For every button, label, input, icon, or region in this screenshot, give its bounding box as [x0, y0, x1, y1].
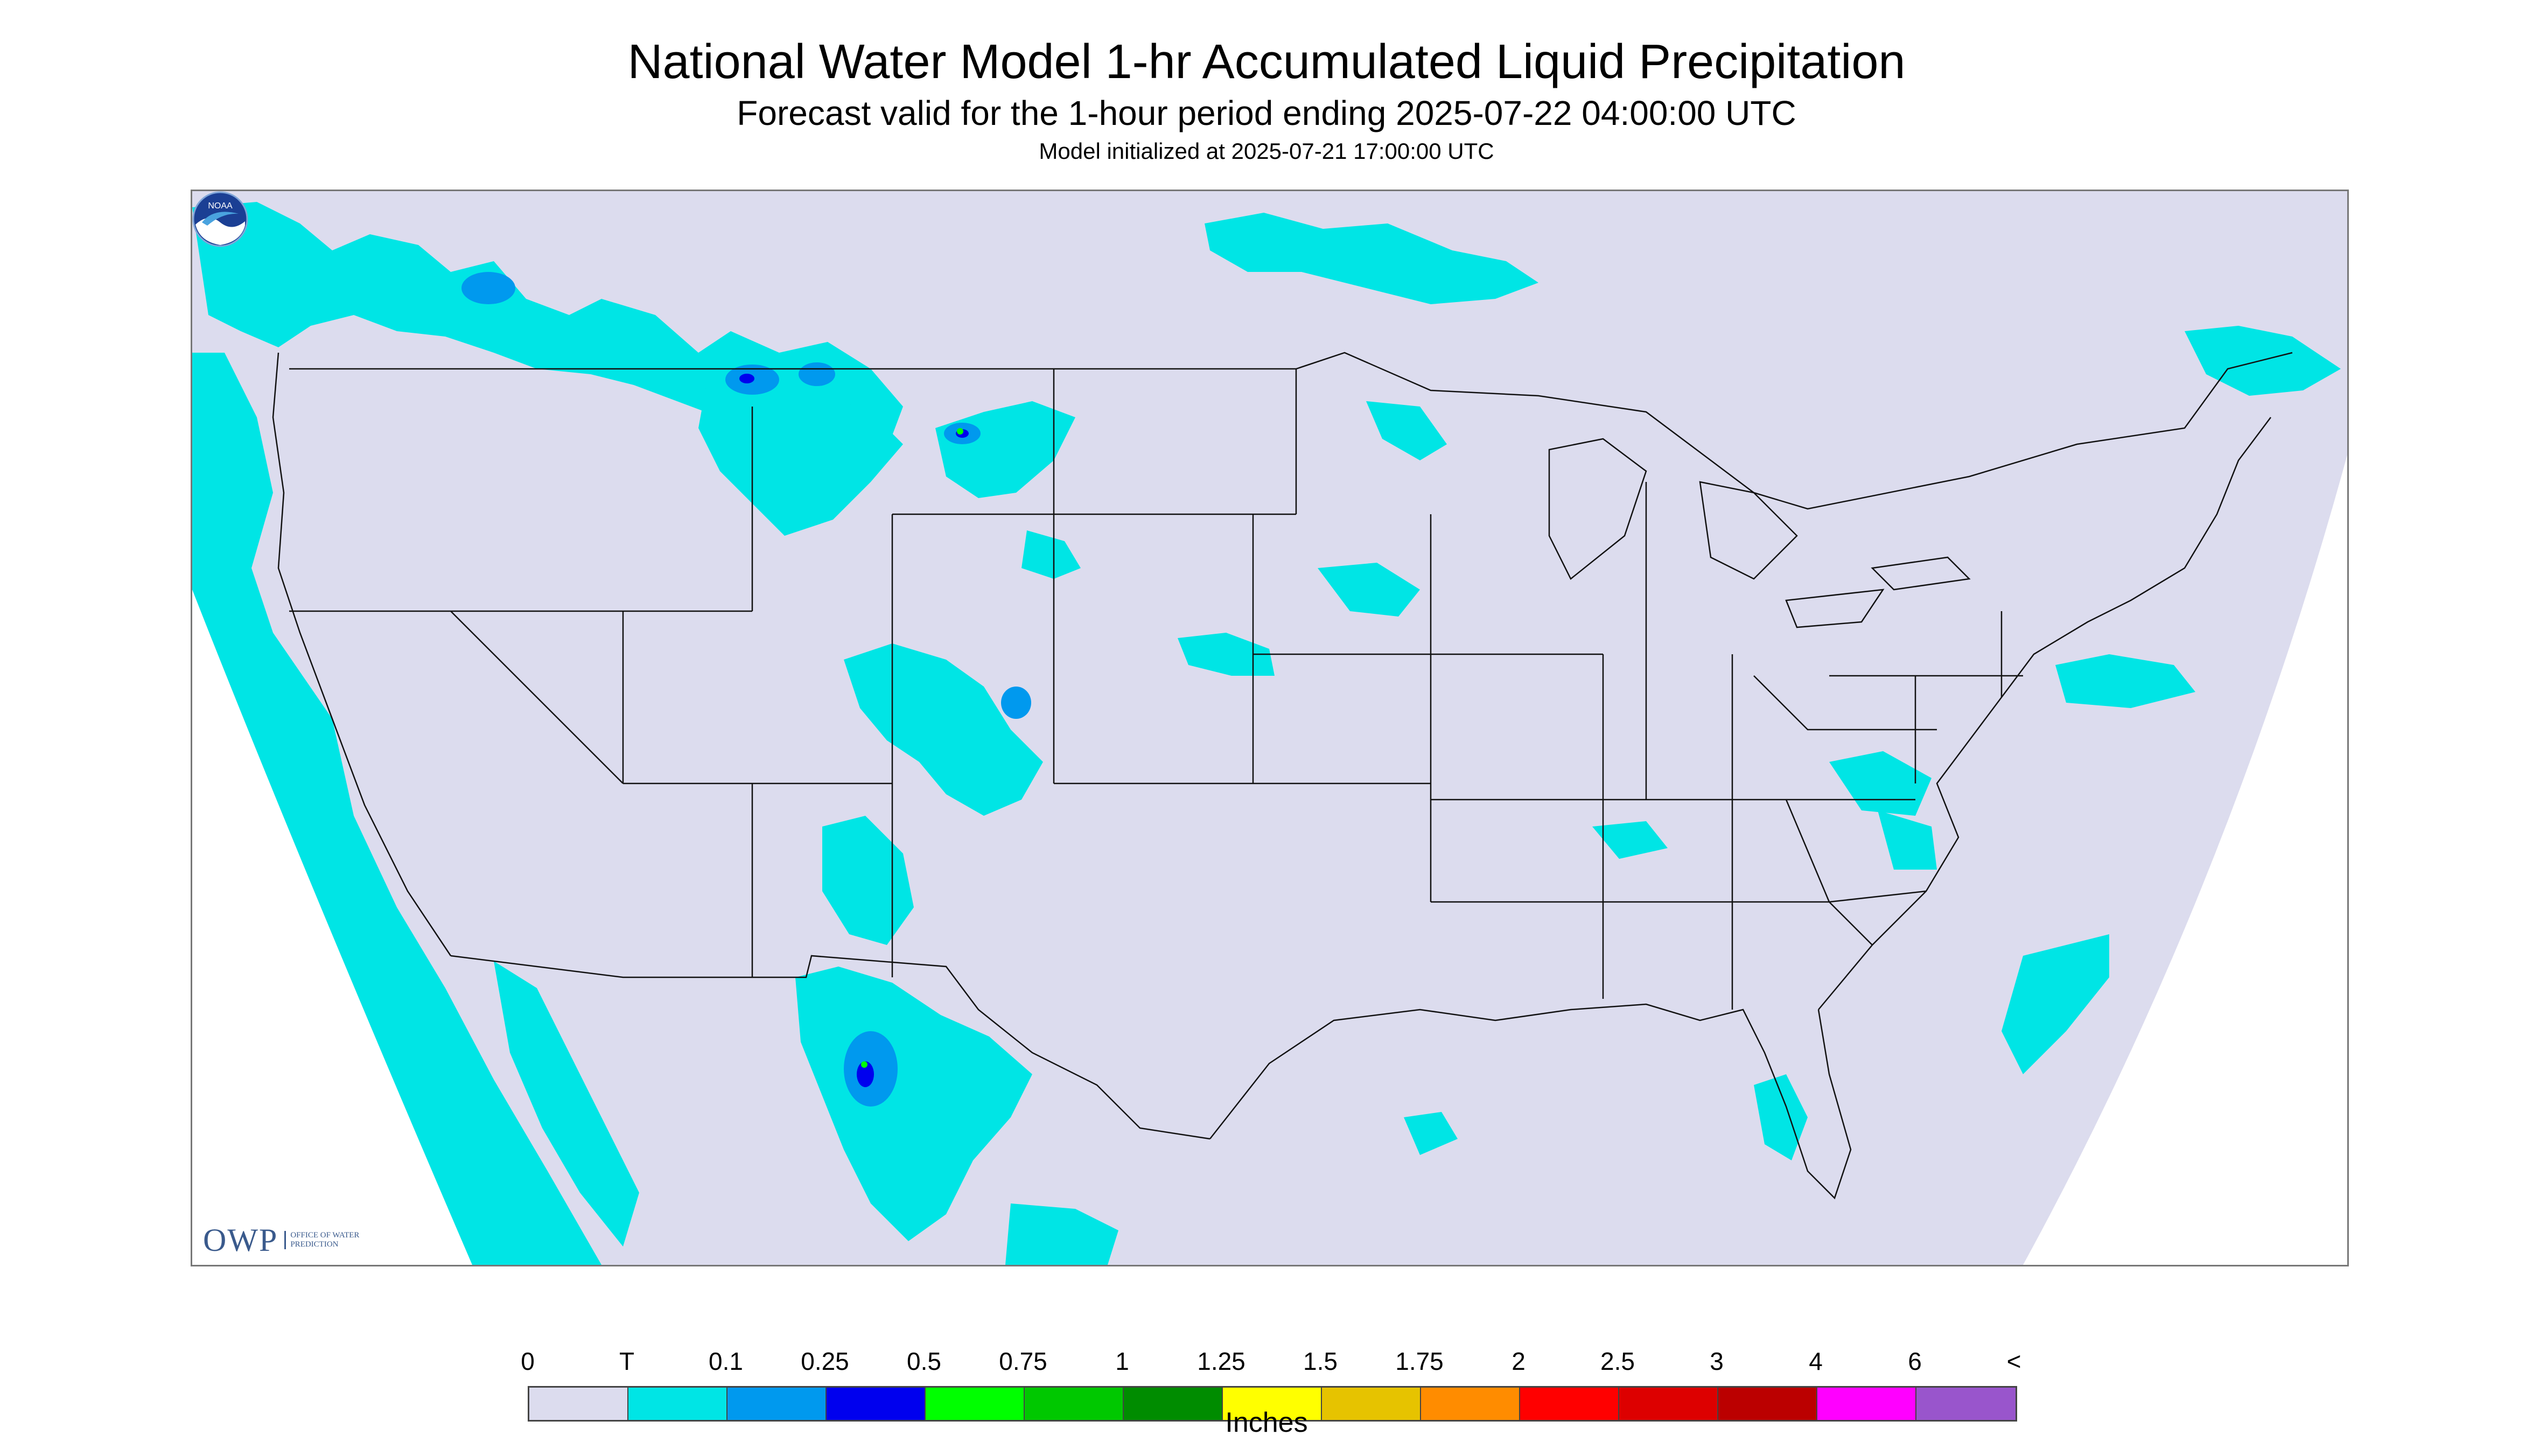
legend-swatch: [1817, 1388, 1916, 1420]
legend-tick-label: 1.25: [1197, 1347, 1245, 1375]
legend-tick-label: <: [2006, 1347, 2021, 1375]
legend-tick-label: 3: [1710, 1347, 1724, 1375]
precip-atlantic: [2055, 654, 2195, 708]
precip-sierra-madre: [795, 967, 1032, 1241]
legend-swatch: [926, 1388, 1025, 1420]
precip-gulf: [1404, 1112, 1458, 1155]
legend-swatch: [1223, 1388, 1322, 1420]
legend-tick-label: 0.1: [709, 1347, 743, 1375]
legend-tick-label: 1.5: [1303, 1347, 1338, 1375]
forecast-valid-subtitle: Forecast valid for the 1-hour period end…: [737, 94, 1796, 132]
legend-swatch: [628, 1388, 727, 1420]
precipitation-map: OWP Office of Water Prediction NOAA: [191, 190, 2349, 1266]
precip-max-dakota: [957, 428, 963, 435]
precip-ontario: [1205, 213, 1538, 304]
owp-logo-text: Office of Water Prediction: [284, 1231, 371, 1249]
precip-iowa: [1318, 563, 1420, 617]
legend-tick-label: 0.25: [801, 1347, 849, 1375]
map-title: National Water Model 1-hr Accumulated Li…: [627, 35, 1906, 89]
legend-tick-label: 0.5: [907, 1347, 941, 1375]
precip-peak-montana: [739, 374, 754, 383]
legend-tick-label: 6: [1908, 1347, 1922, 1375]
precip-peak-mexico: [857, 1061, 874, 1087]
legend-swatch: [1124, 1388, 1223, 1420]
precip-core-colorado: [1001, 687, 1031, 719]
legend-tick-label: 2: [1512, 1347, 1526, 1375]
legend-swatch: [529, 1388, 628, 1420]
precip-nebraska: [1178, 633, 1275, 676]
legend-tick-label: 1.75: [1395, 1347, 1444, 1375]
us-mexico-border: [450, 955, 1210, 1140]
legend-swatch: [1916, 1388, 2016, 1420]
precip-core-idaho: [799, 362, 835, 386]
precip-carolina: [1878, 810, 1937, 870]
legend-tick-label: 0.75: [999, 1347, 1047, 1375]
us-west-coast: [272, 352, 452, 956]
noaa-logo-bird: [202, 212, 239, 226]
precip-core-canada: [461, 272, 515, 304]
legend-colorbar: [528, 1386, 2017, 1422]
noaa-logo: NOAA: [192, 191, 248, 247]
precip-colorado: [844, 643, 1043, 816]
noaa-logo-text: NOAA: [208, 201, 233, 211]
precip-max-mexico: [861, 1061, 867, 1068]
legend-swatch: [1025, 1388, 1124, 1420]
legend-swatch: [827, 1388, 926, 1420]
legend-swatch: [1421, 1388, 1520, 1420]
map-canvas: [192, 191, 2347, 1265]
legend-unit-label: Inches: [1225, 1407, 1308, 1438]
precip-legend: 0 T 0.1 0.25 0.5 0.75 1 1.25 1.5 1.75 2 2.5 3 4 6 <: [521, 1346, 2021, 1454]
state-lines-central: [1253, 369, 1937, 1010]
precip-montana: [698, 369, 903, 536]
precip-mexico-south: [1005, 1203, 1118, 1265]
legend-tick-label: 1: [1115, 1347, 1129, 1375]
state-lines-east: [1785, 611, 2023, 946]
precip-atlantic-south: [2002, 934, 2109, 1074]
gulf-coast: [1209, 1003, 1852, 1200]
owp-logo-mark: OWP: [203, 1222, 278, 1258]
model-init-text: Model initialized at 2025-07-21 17:00:00…: [1039, 138, 1494, 164]
precip-tennessee: [1592, 821, 1668, 859]
precip-baja: [494, 961, 639, 1247]
legend-tick-label: 2.5: [1600, 1347, 1635, 1375]
legend-swatch: [1520, 1388, 1619, 1420]
legend-tick-labels: 0 T 0.1 0.25 0.5 0.75 1 1.25 1.5 1.75 2 2.5 3 4 6 <: [521, 1346, 2021, 1384]
legend-tick-label: 4: [1809, 1347, 1823, 1375]
precip-florida: [1754, 1074, 1808, 1160]
precip-wyoming: [1021, 530, 1081, 579]
precip-wisconsin: [1366, 401, 1447, 460]
legend-swatch: [1619, 1388, 1718, 1420]
great-lakes: [1548, 438, 1971, 628]
legend-swatch: [1322, 1388, 1421, 1420]
owp-logo: OWP Office of Water Prediction: [203, 1224, 371, 1256]
map-boundaries: [272, 352, 2293, 1200]
legend-swatch: [1718, 1388, 1817, 1420]
legend-tick-label: 0: [521, 1347, 535, 1375]
legend-swatch: [727, 1388, 827, 1420]
precip-pacific-coast: [192, 353, 601, 1265]
precip-new-mexico: [822, 816, 914, 945]
legend-tick-label: T: [619, 1347, 635, 1375]
state-lines-west: [289, 369, 1296, 977]
